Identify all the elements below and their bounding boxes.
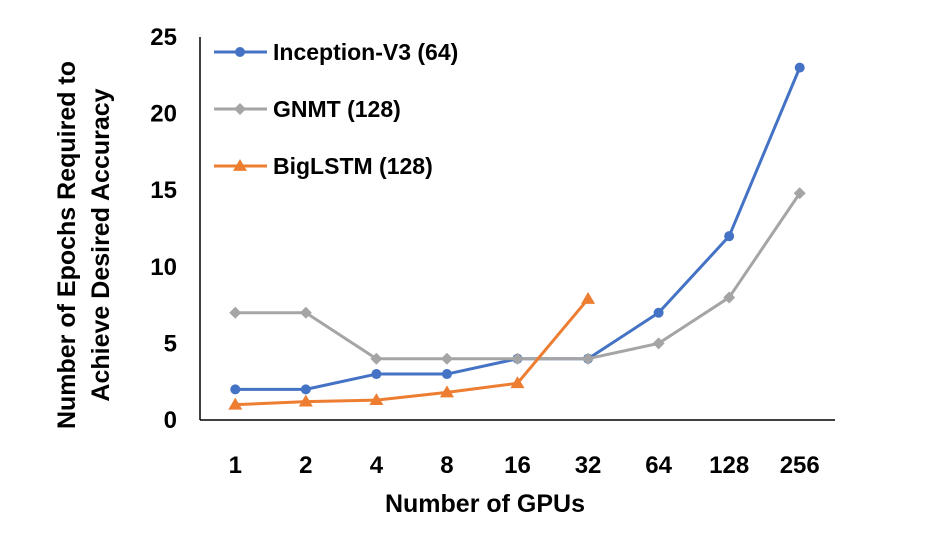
y-axis-title-line-1: Number of Epochs Required to (53, 61, 81, 429)
data-point (723, 291, 736, 304)
data-point (298, 394, 313, 407)
y-axis-title: Number of Epochs Required to Achieve Des… (53, 61, 115, 429)
legend-swatch-marker (234, 103, 246, 115)
legend-item: GNMT (128) (214, 96, 401, 122)
x-tick-label: 32 (575, 452, 602, 479)
x-tick-label: 2 (299, 452, 312, 479)
x-tick-label: 4 (370, 452, 384, 479)
data-point (230, 384, 241, 395)
x-tick-label: 8 (440, 452, 453, 479)
legend-label: BigLSTM (128) (273, 153, 433, 179)
y-axis-title-line-2: Achieve Desired Accuracy (87, 88, 115, 401)
x-tick-labels: 1 2 4 8 16 32 64 128 256 (229, 452, 820, 479)
series-2 (229, 187, 806, 365)
legend-swatch-marker (235, 47, 245, 57)
y-tick-label: 10 (150, 254, 177, 281)
x-tick-label: 256 (780, 452, 820, 479)
x-tick-label: 128 (709, 452, 749, 479)
x-axis-title: Number of GPUs (385, 490, 585, 518)
axes (199, 37, 835, 421)
data-point (510, 376, 525, 389)
y-tick-label: 25 (150, 24, 177, 51)
x-tick-label: 64 (645, 452, 672, 479)
y-tick-label: 0 (164, 407, 177, 434)
data-point (370, 352, 383, 365)
data-point (581, 291, 596, 304)
legend-label: Inception-V3 (64) (273, 39, 458, 65)
series-lines (228, 62, 806, 410)
data-point (369, 393, 384, 405)
data-point (300, 384, 311, 395)
data-point (794, 62, 805, 73)
data-point (228, 397, 243, 410)
series-line (235, 192, 801, 361)
y-tick-label: 15 (150, 177, 177, 204)
legend-label: GNMT (128) (273, 96, 401, 122)
data-point (652, 337, 665, 350)
data-point (371, 369, 382, 380)
data-point (439, 385, 454, 398)
legend-item: BigLSTM (128) (214, 153, 433, 179)
data-point (511, 352, 524, 365)
data-point (724, 231, 735, 242)
data-point (441, 369, 452, 380)
data-point (793, 187, 806, 200)
data-point (653, 307, 664, 318)
y-tick-label: 20 (150, 101, 177, 128)
x-tick-label: 16 (504, 452, 531, 479)
legend-swatch-marker (233, 159, 247, 171)
y-tick-label: 5 (164, 330, 177, 357)
series-line (235, 298, 590, 407)
data-point (440, 352, 453, 365)
legend-item: Inception-V3 (64) (214, 39, 458, 65)
data-point (299, 306, 312, 319)
x-tick-label: 1 (229, 452, 242, 479)
y-tick-labels: 0 5 10 15 20 25 (150, 24, 177, 434)
series-3 (228, 291, 596, 410)
data-point (582, 352, 595, 365)
data-point (229, 306, 242, 319)
legend: Inception-V3 (64) GNMT (128) BigLSTM (128) (214, 39, 458, 179)
